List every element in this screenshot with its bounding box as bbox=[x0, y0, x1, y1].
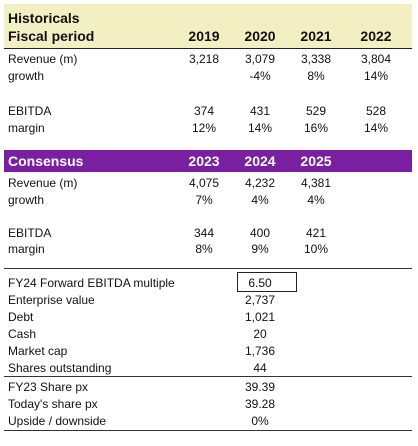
today-px-label: Today's share px bbox=[8, 397, 98, 411]
mktcap-value: 1,736 bbox=[244, 344, 276, 358]
multiple-input-box[interactable] bbox=[237, 272, 297, 292]
cons-revenue-2024: 4,232 bbox=[244, 176, 276, 190]
cash-label: Cash bbox=[8, 327, 37, 341]
cons-margin-2023: 8% bbox=[195, 242, 213, 256]
historicals-header-band bbox=[4, 4, 412, 49]
cons-margin-2025: 10% bbox=[303, 242, 329, 256]
hist-ebitda-2021: 529 bbox=[305, 104, 327, 118]
consensus-header-band bbox=[4, 150, 412, 172]
historicals-title: Historicals bbox=[8, 10, 80, 26]
hist-revenue-2020: 3,079 bbox=[244, 52, 276, 66]
hist-margin-2022: 14% bbox=[363, 121, 389, 135]
cons-revenue-2025: 4,381 bbox=[300, 176, 332, 190]
cons-growth-2025: 4% bbox=[307, 193, 325, 207]
cons-growth-label: growth bbox=[8, 193, 45, 207]
ev-label: Enterprise value bbox=[8, 293, 95, 307]
hist-margin-2020: 14% bbox=[247, 121, 273, 135]
hist-ebitda-2022: 528 bbox=[365, 104, 387, 118]
shares-label: Shares outstanding bbox=[8, 361, 112, 375]
cons-ebitda-2023: 344 bbox=[193, 226, 215, 240]
multiple-value: 6.50 bbox=[248, 276, 272, 290]
hist-revenue-label: Revenue (m) bbox=[8, 52, 78, 66]
hist-year-2019: 2019 bbox=[188, 28, 220, 44]
cons-growth-2024: 4% bbox=[251, 193, 269, 207]
hist-growth-2021: 8% bbox=[307, 69, 325, 83]
cons-ebitda-label: EBITDA bbox=[8, 226, 52, 240]
debt-label: Debt bbox=[8, 310, 34, 324]
cons-revenue-2023: 4,075 bbox=[188, 176, 220, 190]
upside-value: 0% bbox=[251, 414, 269, 428]
hist-growth-2020: -4% bbox=[249, 69, 271, 83]
hist-revenue-2019: 3,218 bbox=[188, 52, 220, 66]
fiscal-period-label: Fiscal period bbox=[8, 28, 95, 44]
cons-year-2023: 2023 bbox=[188, 153, 220, 169]
cons-year-2025: 2025 bbox=[300, 153, 332, 169]
debt-value: 1,021 bbox=[244, 310, 276, 324]
hist-growth-label: growth bbox=[8, 69, 45, 83]
multiple-label: FY24 Forward EBITDA multiple bbox=[8, 276, 175, 290]
cons-ebitda-2024: 400 bbox=[249, 226, 271, 240]
cons-margin-2024: 9% bbox=[251, 242, 269, 256]
cons-ebitda-2025: 421 bbox=[305, 226, 327, 240]
hist-year-2021: 2021 bbox=[300, 28, 332, 44]
hist-revenue-2022: 3,804 bbox=[360, 52, 392, 66]
cash-value: 20 bbox=[253, 327, 267, 341]
hist-margin-2019: 12% bbox=[191, 121, 217, 135]
hist-revenue-2021: 3,338 bbox=[300, 52, 332, 66]
cons-margin-label: margin bbox=[8, 242, 45, 256]
hist-growth-2022: 14% bbox=[363, 69, 389, 83]
cons-year-2024: 2024 bbox=[244, 153, 276, 169]
valuation-bottom-rule bbox=[4, 430, 412, 431]
ev-value: 2,737 bbox=[244, 293, 276, 307]
hist-margin-2021: 16% bbox=[303, 121, 329, 135]
hist-margin-label: margin bbox=[8, 121, 45, 135]
today-px-value: 39.28 bbox=[244, 397, 276, 411]
fy23-px-value: 39.39 bbox=[244, 380, 276, 394]
cons-revenue-label: Revenue (m) bbox=[8, 176, 78, 190]
valuation-top-rule bbox=[4, 268, 412, 269]
hist-ebitda-2020: 431 bbox=[249, 104, 271, 118]
hist-year-2022: 2022 bbox=[360, 28, 392, 44]
shares-value: 44 bbox=[253, 361, 267, 375]
upside-label: Upside / downside bbox=[8, 414, 107, 428]
hist-year-2020: 2020 bbox=[244, 28, 276, 44]
cons-growth-2023: 7% bbox=[195, 193, 213, 207]
mktcap-label: Market cap bbox=[8, 344, 68, 358]
hist-ebitda-label: EBITDA bbox=[8, 104, 52, 118]
hist-ebitda-2019: 374 bbox=[193, 104, 215, 118]
consensus-title: Consensus bbox=[8, 153, 84, 169]
fy23-px-label: FY23 Share px bbox=[8, 380, 89, 394]
valuation-mid-rule bbox=[4, 376, 412, 377]
